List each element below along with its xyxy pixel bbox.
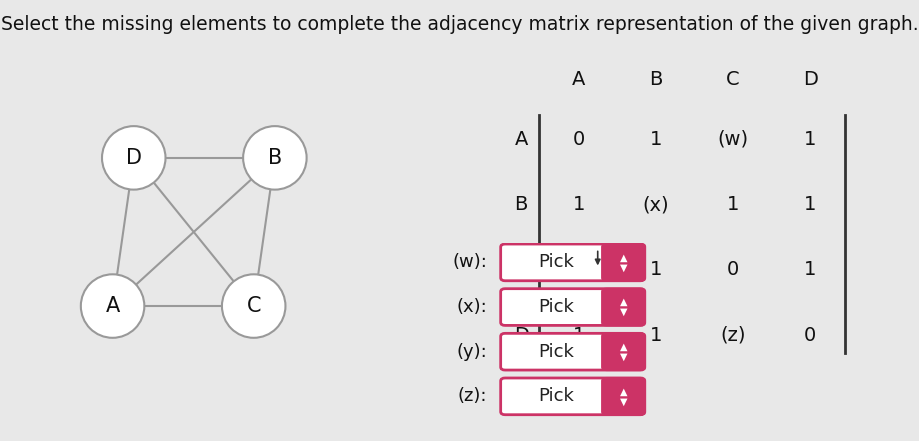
Text: Pick: Pick [538, 387, 573, 405]
Text: (w):: (w): [452, 254, 487, 271]
Text: 1: 1 [573, 325, 584, 345]
Text: 0: 0 [804, 325, 816, 345]
Text: Pick: Pick [538, 254, 573, 271]
Text: 1: 1 [650, 325, 662, 345]
Text: C: C [515, 260, 528, 280]
Text: (x):: (x): [457, 298, 487, 316]
Text: ▼: ▼ [619, 351, 627, 362]
Text: C: C [726, 70, 740, 89]
Circle shape [244, 126, 307, 190]
Text: B: B [267, 148, 282, 168]
Text: 1: 1 [804, 130, 816, 149]
Text: ▲: ▲ [619, 386, 627, 396]
FancyBboxPatch shape [602, 244, 645, 281]
Text: A: A [515, 130, 528, 149]
FancyBboxPatch shape [602, 289, 645, 325]
Text: A: A [106, 296, 119, 316]
Text: 1: 1 [804, 260, 816, 280]
Text: B: B [515, 195, 528, 214]
Text: 0: 0 [573, 130, 584, 149]
FancyBboxPatch shape [501, 333, 645, 370]
Text: 1: 1 [650, 260, 662, 280]
Text: 1: 1 [804, 195, 816, 214]
Text: ▼: ▼ [619, 307, 627, 317]
Text: (w): (w) [718, 130, 749, 149]
Text: ▼: ▼ [619, 262, 627, 273]
Text: (y):: (y): [457, 343, 487, 361]
Text: (z):: (z): [458, 387, 487, 405]
Text: 1: 1 [650, 130, 662, 149]
Text: B: B [649, 70, 663, 89]
Text: D: D [126, 148, 142, 168]
FancyBboxPatch shape [501, 378, 645, 415]
Circle shape [102, 126, 165, 190]
Text: D: D [514, 325, 528, 345]
Text: 1: 1 [573, 195, 584, 214]
Text: Pick: Pick [538, 298, 573, 316]
Circle shape [81, 274, 144, 338]
Text: (z): (z) [720, 325, 745, 345]
Text: Select the missing elements to complete the adjacency matrix representation of t: Select the missing elements to complete … [1, 15, 918, 34]
Text: C: C [246, 296, 261, 316]
Text: Pick: Pick [538, 343, 573, 361]
Text: D: D [803, 70, 818, 89]
Text: A: A [572, 70, 585, 89]
FancyBboxPatch shape [602, 378, 645, 415]
Text: (y): (y) [565, 260, 592, 280]
Text: 0: 0 [727, 260, 739, 280]
Text: 1: 1 [727, 195, 739, 214]
Text: ▲: ▲ [619, 342, 627, 352]
Text: ▼: ▼ [619, 396, 627, 406]
FancyBboxPatch shape [501, 244, 645, 281]
Text: ▲: ▲ [619, 252, 627, 262]
FancyBboxPatch shape [501, 289, 645, 325]
FancyBboxPatch shape [602, 333, 645, 370]
Circle shape [222, 274, 286, 338]
Text: (x): (x) [642, 195, 669, 214]
Text: ▲: ▲ [619, 297, 627, 307]
